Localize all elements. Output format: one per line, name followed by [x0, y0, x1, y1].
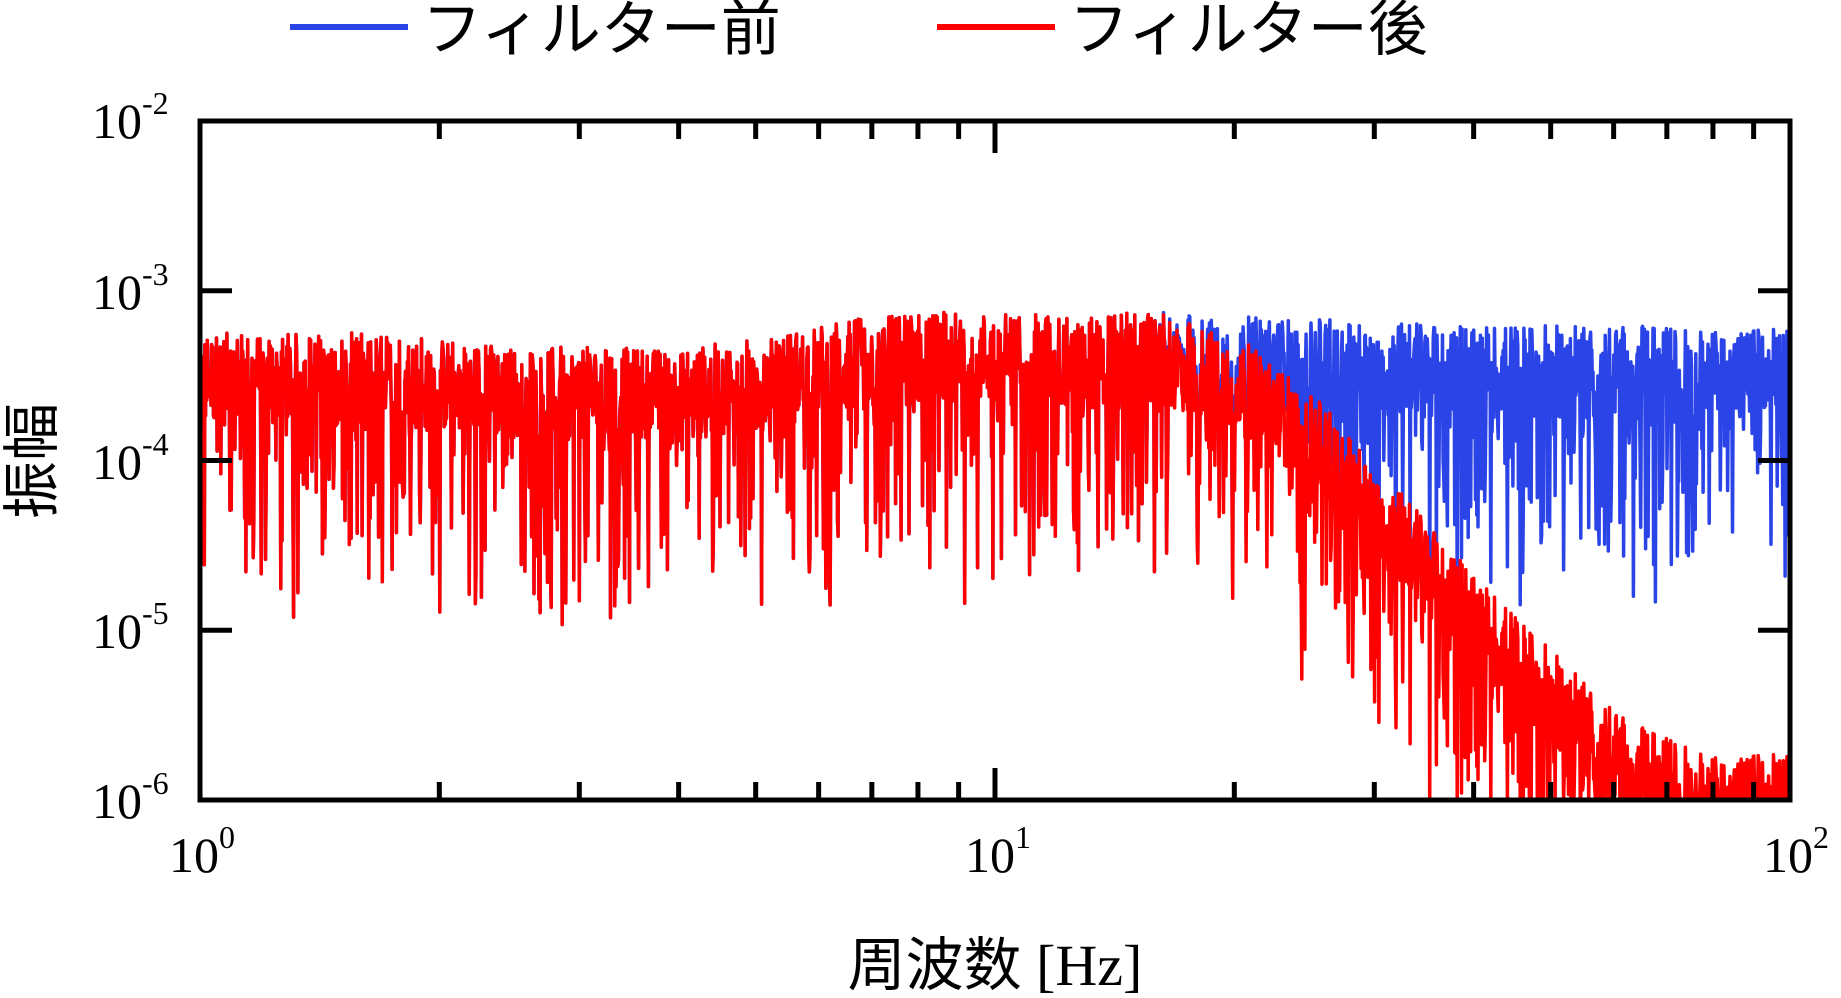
- svg-text:10-2: 10-2: [92, 85, 169, 149]
- legend-label-before: フィルター前: [422, 0, 781, 65]
- y-tick-label-1e-4: 10-4: [92, 426, 169, 490]
- tick-layer: [197, 118, 1790, 803]
- svg-text:102: 102: [1763, 819, 1829, 883]
- legend-label-after: フィルター後: [1069, 0, 1428, 65]
- x-tick-label-10: 101: [965, 819, 1031, 883]
- y-axis-title: 振幅: [0, 403, 65, 519]
- svg-text:10-6: 10-6: [92, 765, 169, 829]
- y-tick-label-1e-6: 10-6: [92, 765, 169, 829]
- svg-text:100: 100: [169, 819, 235, 883]
- series-layer: [198, 310, 1792, 802]
- chart-legend: フィルター前 フィルター後: [290, 0, 1428, 65]
- y-tick-label-1e-5: 10-5: [92, 595, 169, 659]
- x-tick-label-100: 102: [1763, 819, 1829, 883]
- svg-text:10-4: 10-4: [92, 426, 169, 490]
- svg-text:10-3: 10-3: [92, 256, 169, 320]
- svg-text:101: 101: [965, 819, 1031, 883]
- y-tick-label-1e-3: 10-3: [92, 256, 169, 320]
- svg-text:10-5: 10-5: [92, 595, 169, 659]
- x-tick-label-1: 100: [169, 819, 235, 883]
- x-axis-title: 周波数 [Hz]: [848, 933, 1143, 998]
- series-line-after-filter: [198, 310, 1792, 802]
- y-tick-label-1e-2: 10-2: [92, 85, 169, 149]
